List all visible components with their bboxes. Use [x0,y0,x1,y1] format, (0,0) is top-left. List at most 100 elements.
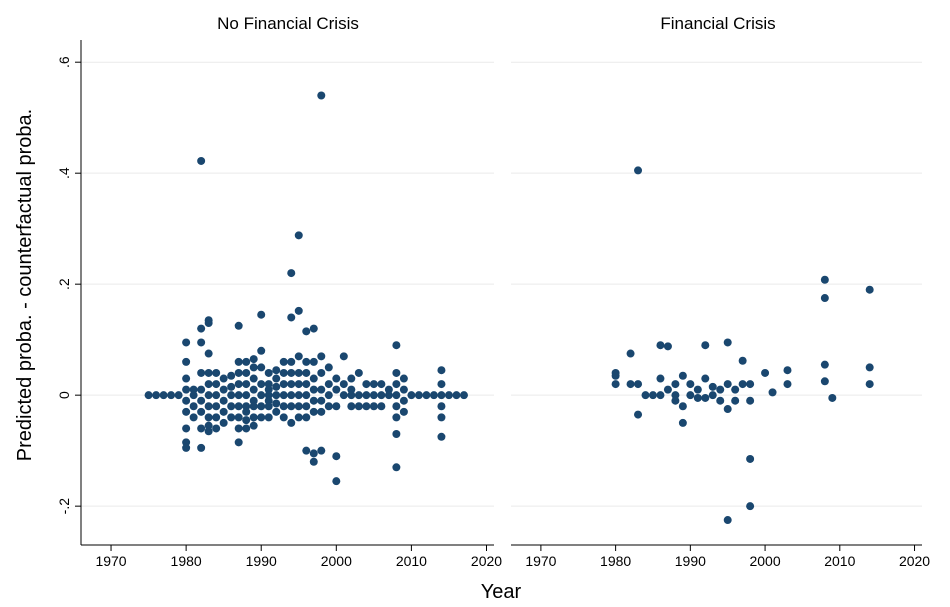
y-tick-label: -.2 [56,498,72,515]
data-point [249,355,258,364]
data-point [302,391,311,400]
data-point [452,391,461,400]
panel-title-financial-crisis: Financial Crisis [660,14,775,33]
data-point [678,402,687,411]
data-point [377,391,386,400]
data-point [287,357,296,366]
data-point [272,366,281,375]
data-point [242,368,251,377]
data-point [287,313,296,322]
data-point [182,424,191,433]
data-point [182,407,191,416]
data-point [362,380,371,389]
data-point [317,352,326,361]
data-point [437,402,446,411]
y-tick-label: 0 [56,391,72,399]
data-point [227,391,236,400]
x-tick-label: 2020 [471,553,502,569]
data-point [362,391,371,400]
data-point [634,410,643,419]
data-point [182,443,191,452]
data-point [686,391,695,400]
data-point [204,349,213,358]
data-point [392,341,401,350]
data-point [294,231,303,240]
data-point [302,327,311,336]
data-point [279,402,288,411]
data-point [234,402,243,411]
x-tick-label: 1970 [95,553,126,569]
data-point [731,396,740,405]
data-point [671,396,680,405]
data-point [783,366,792,375]
data-point [317,446,326,455]
data-point [294,368,303,377]
points-financial-crisis [611,166,874,525]
data-point [242,391,251,400]
data-point [204,319,213,328]
data-point [686,380,695,389]
data-point [347,374,356,383]
panel-no-financial-crisis: 1970 1980 1990 2000 2010 2020 -.2 0 .2 .4 .6 [56,40,502,569]
data-point [234,391,243,400]
data-point [648,391,657,400]
data-point [656,374,665,383]
data-point [723,516,732,525]
data-point [392,413,401,422]
data-point [227,371,236,380]
data-point [234,321,243,330]
data-point [641,391,650,400]
data-point [249,396,258,405]
data-point [738,356,747,365]
data-point [279,357,288,366]
data-point [234,438,243,447]
data-point [302,357,311,366]
data-point [219,418,228,427]
data-point [197,338,206,347]
data-point [197,368,206,377]
x-axis-label: Year [481,581,522,603]
data-point [242,424,251,433]
data-point [309,374,318,383]
data-point [279,413,288,422]
data-point [663,385,672,394]
data-point [865,380,874,389]
data-point [708,391,717,400]
data-point [611,371,620,380]
data-point [302,446,311,455]
data-point [723,380,732,389]
data-point [309,324,318,333]
y-tick-label: .4 [56,167,72,179]
data-point [212,402,221,411]
data-point [302,380,311,389]
data-point [279,380,288,389]
data-point [671,380,680,389]
data-point [182,385,191,394]
data-point [249,374,258,383]
data-point [294,380,303,389]
data-point [399,385,408,394]
data-point [287,418,296,427]
data-point [219,385,228,394]
data-point [309,396,318,405]
data-point [701,393,710,402]
data-point [279,368,288,377]
data-point [437,413,446,422]
x-tick-label: 2000 [749,553,780,569]
data-point [197,156,206,165]
data-point [219,407,228,416]
data-point [820,275,829,284]
data-point [414,391,423,400]
data-point [227,382,236,391]
data-point [671,391,680,400]
data-point [377,402,386,411]
data-point [369,402,378,411]
data-point [746,454,755,463]
data-point [437,380,446,389]
data-point [257,413,266,422]
x-ticks-left: 1970 1980 1990 2000 2010 2020 [95,545,502,569]
data-point [437,366,446,375]
data-point [634,380,643,389]
data-point [392,463,401,472]
